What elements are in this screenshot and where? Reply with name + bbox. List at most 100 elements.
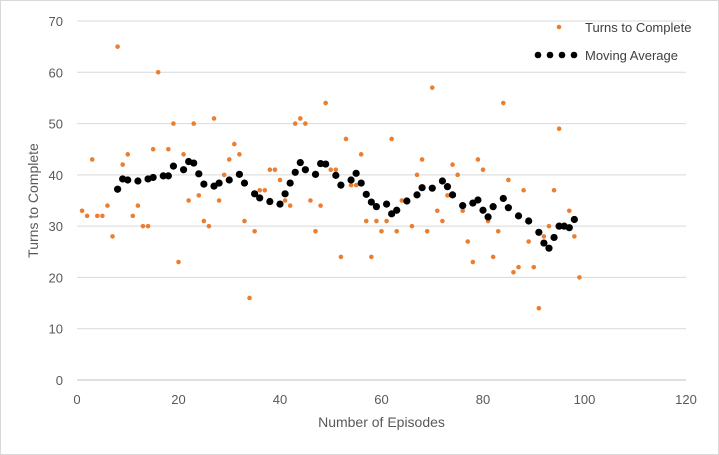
turns-point: [343, 136, 349, 142]
moving-average-point: [489, 203, 497, 211]
moving-average-point: [545, 244, 553, 252]
turns-point: [232, 141, 237, 147]
turns-point: [419, 157, 425, 162]
moving-average-point: [332, 171, 340, 179]
turns-point: [551, 187, 557, 193]
turns-point: [211, 116, 217, 121]
moving-average-point: [428, 184, 436, 192]
turns-point: [318, 203, 323, 208]
legend-marker-turns: [556, 24, 562, 30]
turns-point: [501, 100, 506, 106]
moving-average-point: [514, 212, 523, 220]
moving-average-point: [159, 172, 167, 180]
turns-point: [455, 172, 460, 178]
turns-point: [247, 295, 252, 301]
moving-average-point: [114, 185, 122, 193]
turns-point: [140, 223, 146, 229]
turns-point: [100, 213, 105, 219]
turns-point: [490, 254, 496, 260]
x-tick-label: 0: [73, 392, 80, 407]
turns-point: [252, 228, 257, 234]
turns-point: [541, 234, 547, 239]
turns-point: [277, 177, 283, 183]
moving-average-point: [337, 181, 345, 189]
turns-point: [526, 239, 531, 244]
turns-point: [308, 198, 313, 203]
turns-point: [353, 182, 359, 188]
series-layer: [79, 44, 582, 311]
y-tick-label: 0: [56, 373, 63, 388]
turns-point: [150, 146, 156, 152]
moving-average-point: [179, 166, 188, 174]
moving-average-point: [504, 204, 512, 212]
turns-point: [480, 167, 486, 173]
turns-point: [379, 228, 384, 234]
turns-point: [556, 126, 562, 131]
x-tick-label: 100: [574, 392, 596, 407]
turns-point: [313, 228, 318, 234]
y-tick-label: 50: [49, 117, 63, 132]
moving-average-point: [195, 170, 203, 178]
turns-point: [445, 193, 450, 198]
y-tick-label: 60: [49, 65, 63, 80]
x-tick-label: 20: [171, 392, 185, 407]
x-tick-label: 80: [476, 392, 490, 407]
moving-average-point: [301, 166, 309, 174]
moving-average-point: [372, 203, 381, 211]
turns-point: [196, 193, 202, 198]
turns-point: [216, 198, 222, 203]
moving-average-point: [535, 228, 543, 236]
turns-point: [226, 157, 232, 162]
turns-point: [429, 85, 435, 90]
turns-point: [257, 187, 263, 193]
turns-point: [384, 218, 389, 224]
turns-point: [120, 162, 125, 167]
moving-average-point: [190, 159, 198, 167]
moving-average-point: [540, 239, 548, 247]
turns-point: [105, 203, 110, 208]
moving-average-point: [276, 200, 284, 208]
turns-point: [348, 182, 354, 188]
moving-average-point: [347, 176, 355, 184]
moving-average-point: [352, 169, 360, 177]
moving-average-point: [240, 179, 249, 187]
turns-point: [130, 213, 136, 219]
moving-average-point: [251, 190, 259, 198]
turns-point: [358, 152, 364, 157]
y-tick-label: 70: [49, 14, 63, 29]
moving-average-point: [286, 179, 294, 187]
turns-point: [171, 121, 176, 126]
moving-average-point: [311, 170, 320, 178]
turns-point: [460, 208, 466, 214]
moving-average-point: [459, 202, 467, 210]
turns-point: [303, 121, 308, 126]
turns-point: [363, 218, 369, 224]
turns-point: [536, 305, 542, 311]
turns-point: [399, 198, 405, 203]
legend-item-moving-average: Moving Average: [534, 48, 678, 63]
moving-average-point: [266, 197, 274, 206]
x-tick-label: 120: [675, 392, 697, 407]
legend-item-turns: Turns to Complete: [556, 20, 691, 35]
turns-point: [516, 264, 521, 270]
moving-average-point: [200, 180, 208, 188]
turns-point: [328, 167, 334, 173]
moving-average-point: [474, 196, 482, 204]
moving-average-point: [382, 200, 391, 208]
turns-point: [201, 218, 207, 224]
legend-label-moving-average: Moving Average: [585, 48, 678, 63]
legend: Turns to Complete Moving Average: [534, 20, 691, 63]
moving-average-point: [169, 162, 178, 170]
legend-label-turns: Turns to Complete: [585, 20, 691, 35]
turns-point: [221, 172, 227, 178]
turns-point: [389, 136, 394, 142]
moving-average-point: [215, 179, 223, 187]
moving-average-point: [438, 177, 446, 185]
turns-point: [440, 218, 445, 224]
turns-point: [450, 162, 455, 167]
y-axis-ticks: 0 10 20 30 40 50 60 70: [49, 14, 63, 388]
x-tick-label: 60: [374, 392, 388, 407]
turns-point: [242, 218, 247, 224]
turns-point: [155, 69, 161, 75]
moving-average-point: [235, 170, 243, 178]
